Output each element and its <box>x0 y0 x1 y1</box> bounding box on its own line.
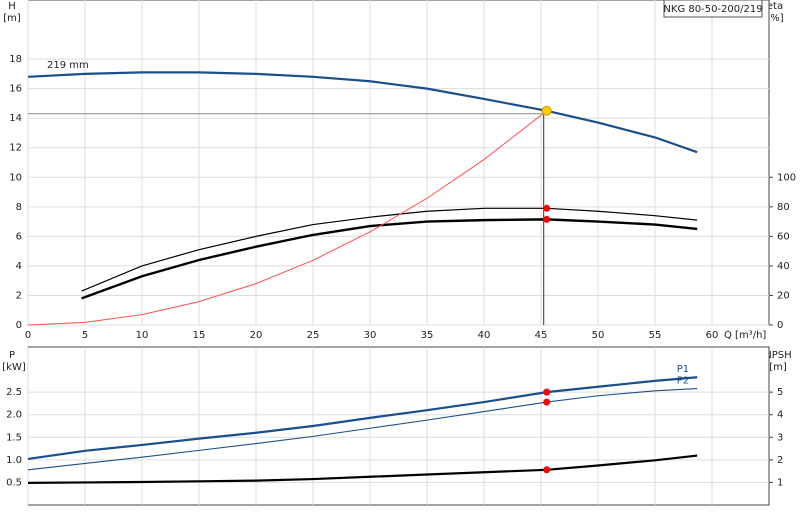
curve <box>27 387 698 471</box>
y-tick-label: 4 <box>16 261 22 272</box>
x-tick-label: 50 <box>592 330 605 341</box>
title-box <box>663 0 763 18</box>
x-tick-label: 10 <box>136 330 149 341</box>
x-axis-title: Q [m³/h] <box>724 330 766 341</box>
y2-axis-title: NPSH <box>764 350 791 361</box>
curve <box>27 376 698 461</box>
y2-tick-label: 0 <box>777 320 783 331</box>
x-tick-label: 5 <box>82 330 88 341</box>
curve <box>27 110 548 326</box>
x-tick-label: 0 <box>25 330 31 341</box>
x-tick-label: 30 <box>364 330 377 341</box>
duty-point <box>541 105 552 116</box>
y-tick-label: 0.5 <box>6 477 22 488</box>
y2-axis-unit: [m] <box>769 362 787 373</box>
series-label: P2 <box>677 376 689 387</box>
y-tick-label: 18 <box>9 54 22 65</box>
series-label: P1 <box>677 364 689 375</box>
curve-annotation: 219 mm <box>47 60 89 71</box>
y2-axis-title: eta <box>767 1 783 12</box>
x-tick-label: 15 <box>193 330 206 341</box>
y-tick-label: 8 <box>16 202 22 213</box>
y-tick-label: 14 <box>9 113 22 124</box>
plot-area <box>27 0 770 326</box>
y-tick-label: 16 <box>9 84 22 95</box>
y2-tick-label: 40 <box>777 261 790 272</box>
y-tick-label: 2.0 <box>6 410 22 421</box>
y2-tick-label: 2 <box>777 455 783 466</box>
y-tick-label: 2 <box>16 290 22 301</box>
duty-point <box>543 215 551 223</box>
x-tick-label: 60 <box>706 330 719 341</box>
x-tick-label: 45 <box>535 330 548 341</box>
y2-tick-label: 80 <box>777 202 790 213</box>
x-tick-label: 35 <box>421 330 434 341</box>
chart-title: NKG 80-50-200/219 <box>663 4 762 15</box>
y-tick-label: 1.5 <box>6 432 22 443</box>
curve <box>27 71 698 154</box>
duty-point <box>543 388 551 396</box>
x-tick-label: 40 <box>478 330 491 341</box>
y2-axis-unit: [%] <box>766 13 783 24</box>
duty-point <box>543 204 551 212</box>
y-axis-title: H <box>8 1 16 12</box>
curve <box>81 207 698 292</box>
y-tick-label: 0 <box>16 320 22 331</box>
y2-tick-label: 20 <box>777 290 790 301</box>
x-tick-label: 55 <box>649 330 662 341</box>
y-tick-label: 1.0 <box>6 455 22 466</box>
y-tick-label: 10 <box>9 172 22 183</box>
y-axis-title: P <box>9 350 15 361</box>
y-tick-label: 2.5 <box>6 387 22 398</box>
curve <box>27 454 698 484</box>
x-tick-label: 25 <box>307 330 320 341</box>
curve <box>81 218 698 300</box>
x-tick-label: 20 <box>250 330 263 341</box>
y-axis-unit: [m] <box>3 13 21 24</box>
duty-point <box>543 398 551 406</box>
y2-tick-label: 3 <box>777 432 783 443</box>
y2-tick-label: 60 <box>777 231 790 242</box>
y-tick-label: 6 <box>16 231 22 242</box>
y-axis-unit: [kW] <box>2 362 26 373</box>
y-tick-label: 12 <box>9 143 22 154</box>
y2-tick-label: 5 <box>777 387 783 398</box>
y2-tick-label: 1 <box>777 477 783 488</box>
plot-area <box>27 346 770 506</box>
y2-tick-label: 4 <box>777 410 783 421</box>
y2-tick-label: 100 <box>777 172 796 183</box>
duty-point <box>543 466 551 474</box>
